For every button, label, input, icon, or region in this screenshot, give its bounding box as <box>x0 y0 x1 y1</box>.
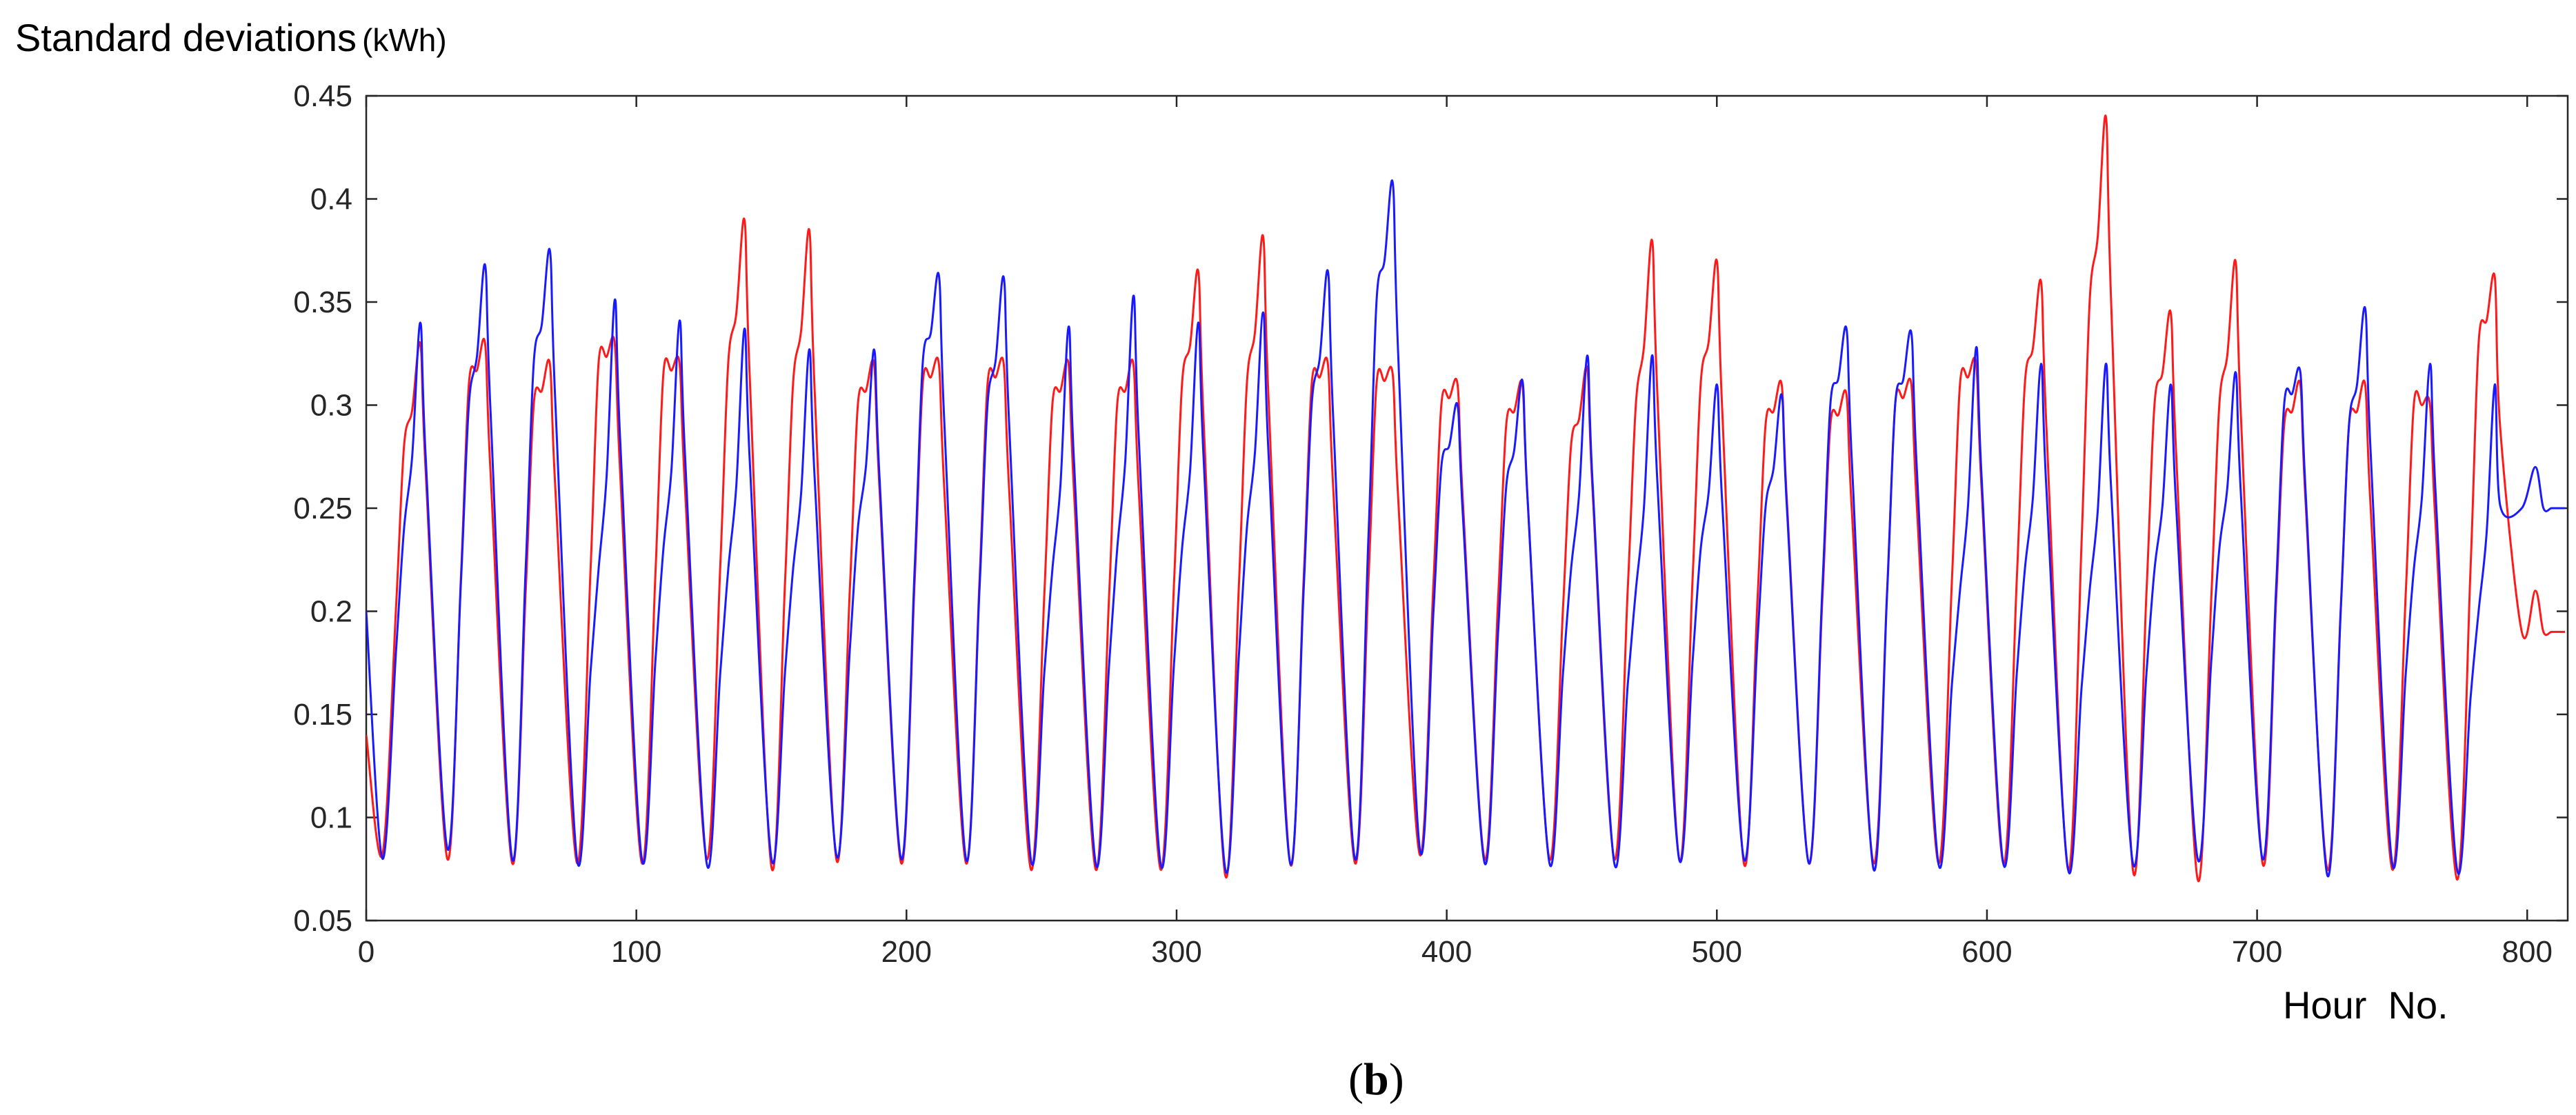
plot-frame <box>365 94 2569 922</box>
y-tick-label: 0.15 <box>293 698 352 732</box>
x-tick-label: 0 <box>358 935 375 969</box>
series-layer <box>366 114 2566 883</box>
y-tick-label: 0.4 <box>310 183 352 217</box>
y-tick-label: 0.2 <box>310 595 352 629</box>
x-axis: 0 100 200 300 400 500 600 700 800 <box>358 96 2553 969</box>
y-axis: 0.05 0.1 0.15 0.2 0.25 0.3 0.35 0.4 0.45 <box>293 79 2568 938</box>
y-tick-label: 0.25 <box>293 492 352 525</box>
y-tick-label: 0.45 <box>293 79 352 113</box>
panel-label: (b) <box>1348 1054 1404 1105</box>
y-axis-label: Standard deviations <box>15 16 357 59</box>
x-tick-label: 300 <box>1151 935 1201 969</box>
x-tick-label: 400 <box>1421 935 1472 969</box>
x-tick-label: 700 <box>2232 935 2282 969</box>
plot-area <box>365 94 2569 922</box>
y-tick-label: 0.1 <box>310 801 352 835</box>
y-axis-title: Standard deviations (kWh) <box>15 15 447 60</box>
x-tick-label: 500 <box>1692 935 1742 969</box>
x-tick-label: 800 <box>2502 935 2553 969</box>
y-tick-label: 0.05 <box>293 904 352 938</box>
y-axis-unit: (kWh) <box>362 22 447 58</box>
x-axis-label: Hour No. <box>2283 983 2448 1027</box>
y-tick-label: 0.35 <box>293 285 352 319</box>
y-tick-label: 0.3 <box>310 389 352 423</box>
panel-letter: b <box>1363 1054 1389 1105</box>
series-line-2 <box>366 179 2566 878</box>
x-tick-label: 600 <box>1961 935 2012 969</box>
series-line-1 <box>366 114 2566 883</box>
x-tick-label: 200 <box>881 935 932 969</box>
x-tick-label: 100 <box>611 935 661 969</box>
